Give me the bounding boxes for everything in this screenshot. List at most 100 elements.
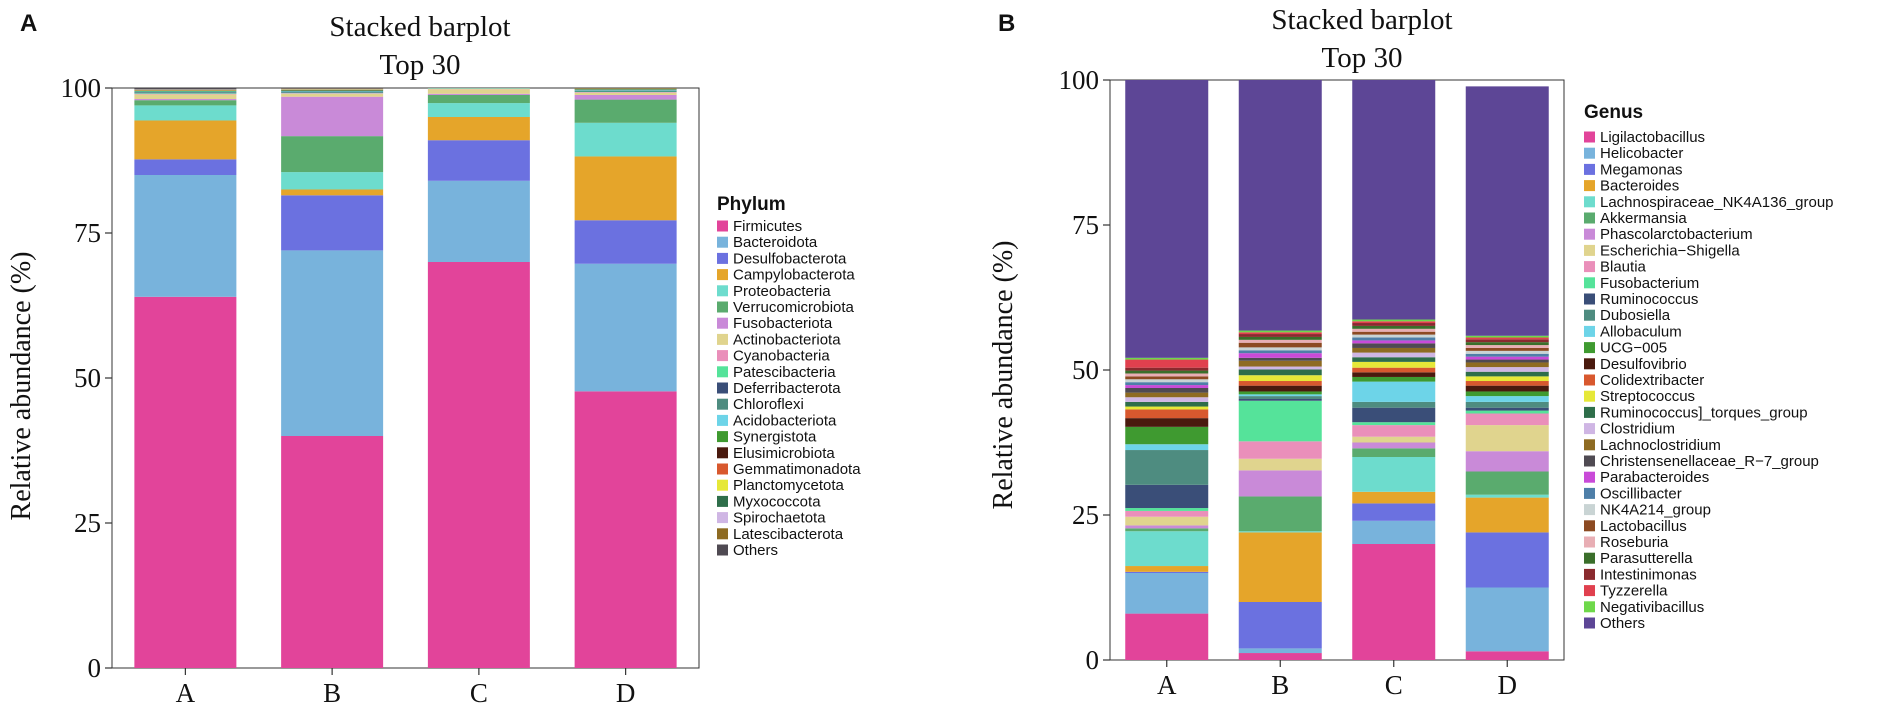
panel-b-bar-segment [1238,375,1322,382]
panel-a-legend-label: Campylobacterota [733,267,855,284]
panel-a-bar-segment [281,436,384,668]
panel-a-bar-segment [574,90,677,92]
panel-b-legend-swatch [1584,342,1595,354]
panel-b-bar-segment [1352,340,1436,344]
panel-b-bar-segment [1238,400,1322,442]
panel-b-legend-label: Parabacteroides [1600,469,1709,486]
panel-a-bar-segment [281,195,384,251]
panel-a-legend-label: Fusobacteriota [733,315,833,332]
panel-b-bar-segment [1125,401,1209,407]
panel-a-bar-segment [134,90,237,92]
panel-b-bar-segment [1352,372,1436,377]
panel-b-legend-swatch [1584,277,1595,289]
panel-a-legend-label: Actinobacteriota [733,331,841,348]
panel-b-legend-label: Desulfovibrio [1600,356,1687,373]
panel-a-bar-segment [281,88,384,89]
panel-b-legend-swatch [1584,244,1595,256]
panel-b-legend-label: Helicobacter [1600,145,1683,162]
panel-b-legend-swatch [1584,406,1595,418]
panel-a-legend-label: Chloroflexi [733,396,804,413]
panel-b-bar-segment [1465,451,1549,472]
panel-b-bar-segment [1238,470,1322,497]
panel-b-bar-segment [1125,397,1209,402]
panel-a-y-axis-label: Relative abundance (%) [6,252,37,521]
panel-b-bar-segment [1465,367,1549,372]
panel-b-bar-segment [1125,426,1209,445]
panel-a-bar-segment [574,122,677,157]
panel-b-legend-label: Tyzzerella [1600,583,1668,600]
panel-a-legend-swatch [717,431,728,443]
panel-b-bar-segment [1125,387,1209,393]
panel-b-bar-segment [1125,444,1209,451]
panel-a-legend-swatch [717,512,728,524]
panel-b-bar-segment [1465,587,1549,652]
panel-b-x-tick-label: C [1385,670,1403,700]
panel-a-bar-segment [134,91,237,93]
panel-b-bar-segment [1125,359,1209,368]
panel-b-legend-swatch [1584,358,1595,370]
panel-b-legend-swatch [1584,601,1595,613]
panel-a-legend-label: Desulfobacterota [733,250,847,267]
panel-b-bar-segment [1465,376,1549,382]
panel-a-legend-swatch [717,495,728,507]
panel-b-bar-segment [1125,566,1209,572]
panel-b-legend-swatch [1584,131,1595,143]
panel-b-legend-swatch [1584,212,1595,224]
panel-b-bar-segment [1465,410,1549,414]
panel-a-y-tick-label: 75 [74,218,101,248]
panel-b-bar-segment [1238,336,1322,340]
panel-b-bar-segment [1125,382,1209,386]
panel-a-bar-segment [281,90,384,91]
panel-b-bar-segment [1465,335,1549,338]
panel-b-bar-segment [1238,347,1322,351]
panel-b-bar-segment [1238,350,1322,354]
panel-b-legend-label: Bacteroides [1600,178,1679,195]
panel-b-y-tick-label: 75 [1072,210,1099,240]
panel-b-bar-segment [1465,345,1549,348]
panel-b-bar-segment [1125,510,1209,517]
panel-b-bar-segment [1352,347,1436,353]
panel-b-y-tick-label: 0 [1086,645,1100,675]
panel-b-bar-segment [1125,418,1209,427]
panel-b-bar-segment [1465,356,1549,360]
panel-a-bar-segment [134,120,237,160]
panel-a-legend-swatch [717,479,728,491]
panel-b-legend-label: Ruminococcus [1600,291,1698,308]
panel-b-bar-segment [1125,80,1209,358]
panel-a-bar-segment [574,156,677,221]
panel-b-bar-segment [1125,531,1209,567]
panel-b-bar-segment [1352,376,1436,382]
panel-b-bar-segment [1238,80,1322,331]
panel-b-bar-segment [1465,494,1549,498]
panel-b-bar-segment [1465,413,1549,426]
panel-a-bar-segment [134,100,237,106]
panel-a-bar-segment [134,159,237,175]
panel-a-bar-segment [134,88,237,90]
panel-a-bar-segment [134,105,237,121]
panel-b-bar-segment [1352,361,1436,368]
panel-b-legend-swatch [1584,374,1595,386]
panel-b-bar-segment [1352,328,1436,332]
panel-b-bar-segment [1238,602,1322,649]
panel-a-bar-segment [281,136,384,173]
panel-b-legend-label: Lactobacillus [1600,518,1687,535]
panel-b-legend-swatch [1584,585,1595,597]
panel-a-legend-label: Synergistota [733,429,817,446]
panel-b-legend-label: Ruminococcus]_torques_group [1600,404,1808,421]
panel-b-bar-segment [1125,508,1209,511]
panel-a-bar-segment [134,93,237,94]
panel-b-bar-segment [1465,350,1549,354]
panel-b-bar-segment [1125,379,1209,383]
panel-b-bar-segment [1465,371,1549,377]
panel-a-legend-swatch [717,236,728,248]
panel-b-bar-segment [1352,343,1436,348]
panel-a-bar-segment [427,89,530,94]
panel-a-bar-segment [281,93,384,94]
panel-b-legend-label: Phascolarctobacterium [1600,226,1753,243]
panel-b-legend-label: Lachnospiraceae_NK4A136_group [1600,194,1834,211]
panel-a-y-tick-label: 0 [88,653,102,683]
panel-a-legend-swatch [717,333,728,345]
panel-a-legend-swatch [717,398,728,410]
panel-b-bar-segment [1238,531,1322,533]
panel-b-bar-segment [1238,366,1322,370]
